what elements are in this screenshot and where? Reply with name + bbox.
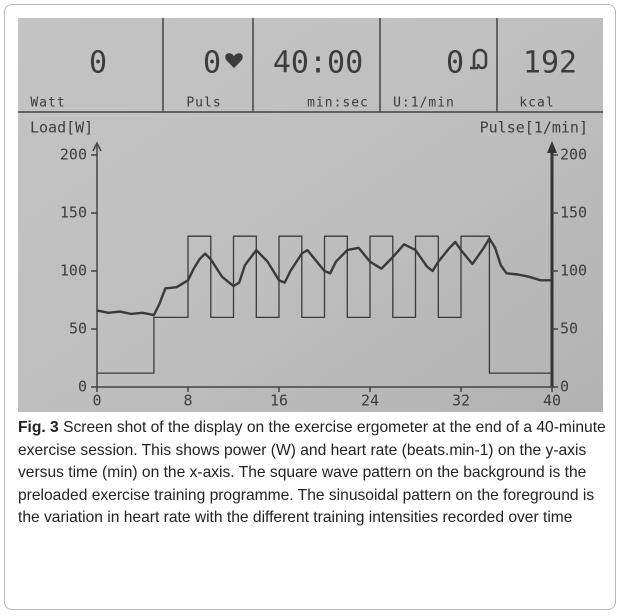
- cell-label: min:sec: [307, 96, 369, 111]
- x-tick-label: 24: [361, 392, 379, 410]
- y-axis-title: Load[W]: [30, 119, 93, 137]
- cell-label: U:1/min: [393, 96, 455, 111]
- cell-label: kcal: [519, 96, 554, 111]
- page: 0 Watt 0 Puls 40:00 min:sec 0 U:1/min 19…: [0, 0, 622, 616]
- x-tick-label: 0: [92, 392, 101, 410]
- cell-value: 192: [523, 46, 577, 81]
- y-tick-label: 50: [69, 320, 87, 338]
- y2-tick-label: 50: [560, 320, 578, 338]
- y2-tick-label: 100: [560, 262, 587, 280]
- cell-label: Puls: [186, 96, 221, 111]
- y2-tick-label: 0: [560, 378, 569, 396]
- cell-value: 40:00: [273, 46, 363, 81]
- y-tick-label: 150: [60, 204, 87, 222]
- y2-axis-title: Pulse[1/min]: [480, 119, 588, 137]
- cell-value: 0: [203, 46, 221, 81]
- x-tick-label: 40: [543, 392, 561, 410]
- cell-label: Watt: [30, 96, 65, 111]
- x-tick-label: 32: [452, 392, 470, 410]
- caption-text: Screen shot of the display on the exerci…: [18, 419, 606, 526]
- x-tick-label: 16: [270, 392, 288, 410]
- y2-tick-label: 150: [560, 204, 587, 222]
- caption-label: Fig. 3: [18, 419, 59, 436]
- y2-tick-label: 200: [560, 146, 587, 164]
- cell-value: 0: [89, 46, 107, 81]
- y-tick-label: 100: [60, 262, 87, 280]
- display-screenshot: 0 Watt 0 Puls 40:00 min:sec 0 U:1/min 19…: [0, 0, 622, 416]
- cell-value: 0: [446, 46, 464, 81]
- x-tick-label: 8: [183, 392, 192, 410]
- figure-caption: Fig. 3 Screen shot of the display on the…: [18, 417, 606, 530]
- y-tick-label: 200: [60, 146, 87, 164]
- y-tick-label: 0: [78, 378, 87, 396]
